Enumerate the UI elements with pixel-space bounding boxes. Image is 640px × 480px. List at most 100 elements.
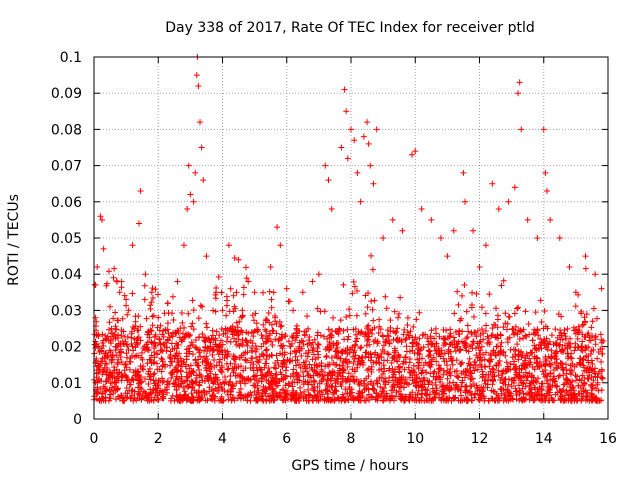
data-point: [540, 126, 547, 133]
noise-point: [485, 335, 492, 342]
noise-point: [294, 379, 301, 386]
noise-point: [424, 377, 431, 384]
noise-point: [561, 396, 568, 403]
noise-point: [201, 378, 208, 385]
noise-point: [115, 331, 122, 338]
noise-point: [506, 334, 513, 341]
noise-point: [148, 299, 155, 306]
noise-point: [206, 336, 213, 343]
noise-point: [440, 382, 447, 389]
noise-point: [578, 310, 585, 317]
noise-point: [262, 371, 269, 378]
noise-point: [179, 394, 186, 401]
noise-point: [463, 397, 470, 404]
data-point: [542, 169, 549, 176]
noise-point: [178, 363, 185, 370]
noise-point: [501, 376, 508, 383]
data-point: [344, 155, 351, 162]
noise-point: [568, 387, 575, 394]
noise-point: [242, 365, 249, 372]
noise-point: [245, 330, 252, 337]
noise-point: [316, 372, 323, 379]
noise-point: [277, 342, 284, 349]
noise-point: [250, 317, 257, 324]
noise-point: [242, 349, 249, 356]
noise-point: [168, 370, 175, 377]
noise-point: [544, 346, 551, 353]
noise-point: [263, 328, 270, 335]
noise-point: [340, 281, 347, 288]
noise-point: [173, 393, 180, 400]
data-point: [197, 119, 204, 126]
noise-point: [567, 335, 574, 342]
data-point: [251, 289, 258, 296]
noise-point: [143, 341, 150, 348]
noise-point: [535, 388, 542, 395]
noise-point: [400, 331, 407, 338]
noise-point: [518, 366, 525, 373]
noise-point: [539, 368, 546, 375]
noise-point: [243, 339, 250, 346]
noise-point: [266, 319, 273, 326]
noise-point: [404, 314, 411, 321]
noise-point: [99, 390, 106, 397]
noise-point: [179, 330, 186, 337]
data-point: [174, 278, 181, 285]
noise-point: [531, 342, 538, 349]
noise-point: [463, 335, 470, 342]
noise-point: [315, 341, 322, 348]
noise-point: [594, 381, 601, 388]
noise-point: [122, 333, 129, 340]
noise-point: [156, 366, 163, 373]
noise-point: [196, 366, 203, 373]
noise-point: [104, 353, 111, 360]
data-point: [412, 148, 419, 155]
data-point: [195, 82, 202, 89]
noise-point: [306, 340, 313, 347]
noise-point: [595, 349, 602, 356]
noise-point: [240, 284, 247, 291]
noise-point: [309, 356, 316, 363]
noise-point: [541, 308, 548, 315]
noise-point: [357, 345, 364, 352]
noise-point: [556, 341, 563, 348]
noise-point: [157, 322, 164, 329]
noise-point: [124, 377, 131, 384]
noise-band-points: [91, 252, 607, 404]
noise-point: [549, 382, 556, 389]
noise-point: [361, 377, 368, 384]
noise-point: [556, 332, 563, 339]
noise-point: [188, 397, 195, 404]
noise-point: [490, 347, 497, 354]
x-tick-label: 12: [471, 431, 489, 447]
noise-point: [234, 395, 241, 402]
noise-point: [585, 375, 592, 382]
noise-point: [422, 331, 429, 338]
noise-point: [159, 394, 166, 401]
noise-point: [521, 357, 528, 364]
noise-point: [277, 323, 284, 330]
data-point: [566, 263, 573, 270]
noise-point: [418, 370, 425, 377]
noise-point: [384, 332, 391, 339]
noise-point: [480, 393, 487, 400]
noise-point: [342, 358, 349, 365]
noise-point: [128, 387, 135, 394]
noise-point: [304, 313, 311, 320]
noise-point: [312, 393, 319, 400]
noise-point: [393, 328, 400, 335]
noise-point: [513, 369, 520, 376]
noise-point: [273, 330, 280, 337]
noise-point: [583, 311, 590, 318]
noise-point: [141, 376, 148, 383]
noise-point: [548, 347, 555, 354]
noise-point: [212, 337, 219, 344]
noise-point: [591, 395, 598, 402]
noise-point: [125, 346, 132, 353]
noise-point: [118, 370, 125, 377]
noise-point: [306, 397, 313, 404]
noise-point: [340, 367, 347, 374]
data-point: [277, 242, 284, 249]
noise-point: [561, 330, 568, 337]
noise-point: [365, 322, 372, 329]
